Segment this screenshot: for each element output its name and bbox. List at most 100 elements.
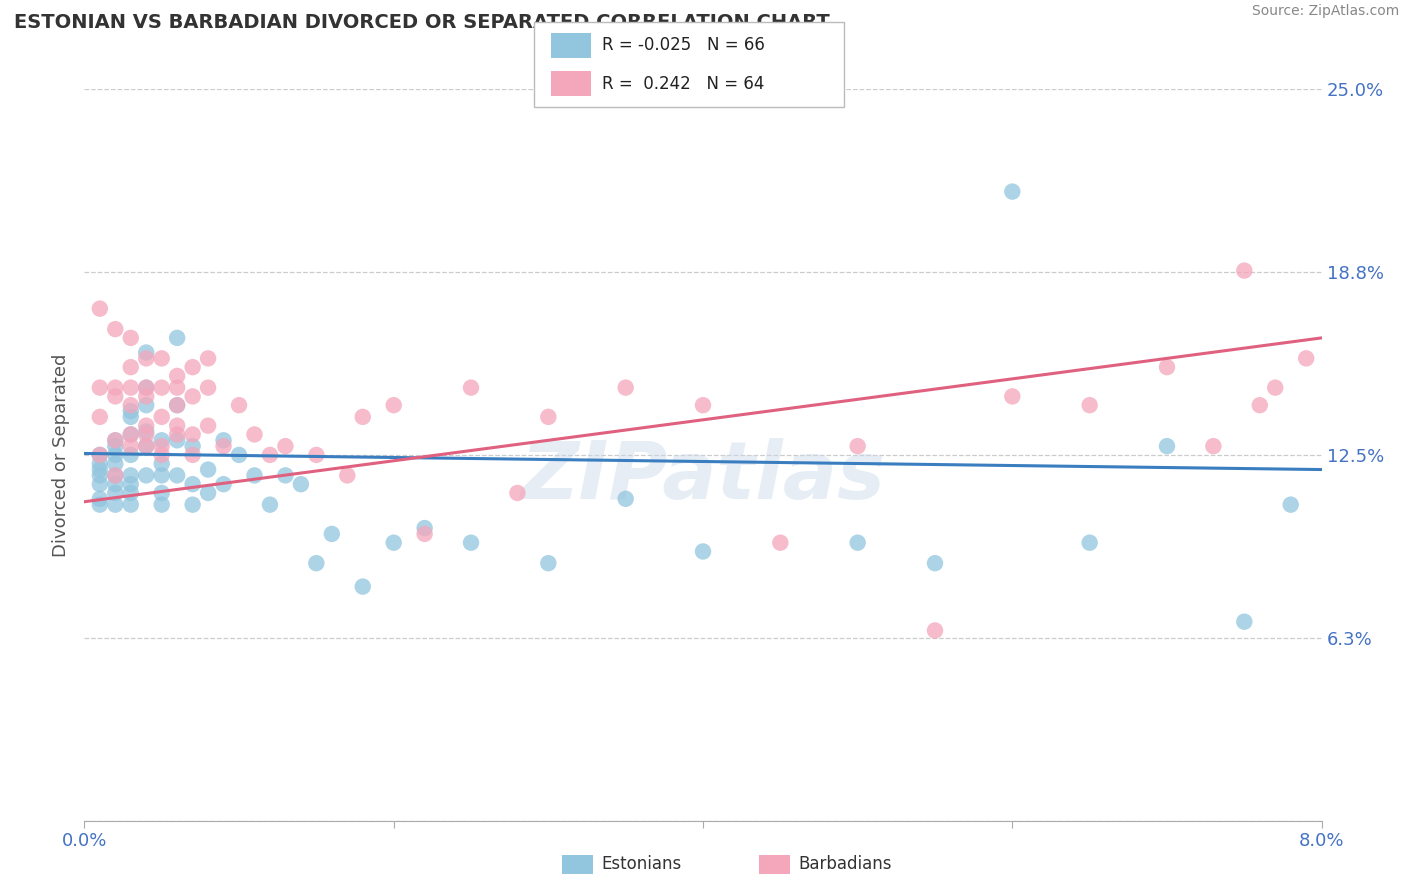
Point	[89, 468, 111, 483]
Point	[321, 527, 343, 541]
Point	[120, 498, 142, 512]
Point	[104, 434, 127, 448]
Point	[1295, 351, 1317, 366]
Point	[135, 439, 157, 453]
Point	[104, 477, 127, 491]
Point	[1233, 615, 1256, 629]
Point	[104, 389, 127, 403]
Point	[120, 404, 142, 418]
Point	[89, 409, 111, 424]
Point	[104, 468, 127, 483]
Point	[924, 556, 946, 570]
Point	[120, 409, 142, 424]
Text: Barbadians: Barbadians	[799, 855, 893, 873]
Point	[413, 527, 436, 541]
Point	[89, 448, 111, 462]
Point	[120, 477, 142, 491]
Point	[89, 462, 111, 476]
Point	[382, 398, 405, 412]
Point	[150, 457, 173, 471]
Point	[166, 398, 188, 412]
Text: ZIPatlas: ZIPatlas	[520, 438, 886, 516]
Point	[150, 351, 173, 366]
Point	[769, 535, 792, 549]
Point	[212, 477, 235, 491]
Point	[1279, 498, 1302, 512]
Point	[274, 468, 297, 483]
Point	[135, 418, 157, 433]
Point	[166, 427, 188, 442]
Point	[166, 368, 188, 383]
Point	[259, 498, 281, 512]
Point	[181, 448, 204, 462]
Point	[197, 351, 219, 366]
Point	[259, 448, 281, 462]
Point	[197, 462, 219, 476]
Point	[135, 439, 157, 453]
Point	[104, 498, 127, 512]
Point	[537, 409, 560, 424]
Point	[104, 439, 127, 453]
Point	[120, 448, 142, 462]
Point	[104, 381, 127, 395]
Point	[290, 477, 312, 491]
Point	[89, 498, 111, 512]
Point	[135, 381, 157, 395]
Point	[212, 439, 235, 453]
Point	[846, 439, 869, 453]
Point	[150, 439, 173, 453]
Point	[1233, 263, 1256, 277]
Point	[924, 624, 946, 638]
Point	[135, 425, 157, 439]
Point	[181, 439, 204, 453]
Point	[197, 418, 219, 433]
Point	[135, 381, 157, 395]
Point	[89, 457, 111, 471]
Point	[104, 457, 127, 471]
Point	[135, 389, 157, 403]
Point	[460, 535, 482, 549]
Point	[150, 381, 173, 395]
Point	[274, 439, 297, 453]
Point	[104, 322, 127, 336]
Point	[1001, 185, 1024, 199]
Point	[89, 477, 111, 491]
Point	[460, 381, 482, 395]
Point	[166, 381, 188, 395]
Point	[135, 468, 157, 483]
Text: ESTONIAN VS BARBADIAN DIVORCED OR SEPARATED CORRELATION CHART: ESTONIAN VS BARBADIAN DIVORCED OR SEPARA…	[14, 13, 830, 32]
Point	[150, 409, 173, 424]
Point	[181, 477, 204, 491]
Text: R =  0.242   N = 64: R = 0.242 N = 64	[602, 75, 763, 93]
Point	[104, 448, 127, 462]
Point	[120, 468, 142, 483]
Point	[150, 434, 173, 448]
Point	[181, 389, 204, 403]
Point	[692, 398, 714, 412]
Point	[135, 427, 157, 442]
Point	[1264, 381, 1286, 395]
Text: Source: ZipAtlas.com: Source: ZipAtlas.com	[1251, 4, 1399, 19]
Point	[166, 398, 188, 412]
Point	[614, 491, 637, 506]
Point	[382, 535, 405, 549]
Point	[120, 439, 142, 453]
Point	[89, 301, 111, 316]
Point	[150, 486, 173, 500]
Point	[150, 498, 173, 512]
Point	[506, 486, 529, 500]
Point	[1078, 398, 1101, 412]
Point	[166, 418, 188, 433]
Point	[1001, 389, 1024, 403]
Point	[150, 468, 173, 483]
Point	[305, 448, 328, 462]
Point	[413, 521, 436, 535]
Point	[1156, 360, 1178, 375]
Text: Estonians: Estonians	[602, 855, 682, 873]
Point	[243, 427, 266, 442]
Y-axis label: Divorced or Separated: Divorced or Separated	[52, 353, 70, 557]
Point	[197, 381, 219, 395]
Point	[305, 556, 328, 570]
Point	[166, 468, 188, 483]
Point	[1202, 439, 1225, 453]
